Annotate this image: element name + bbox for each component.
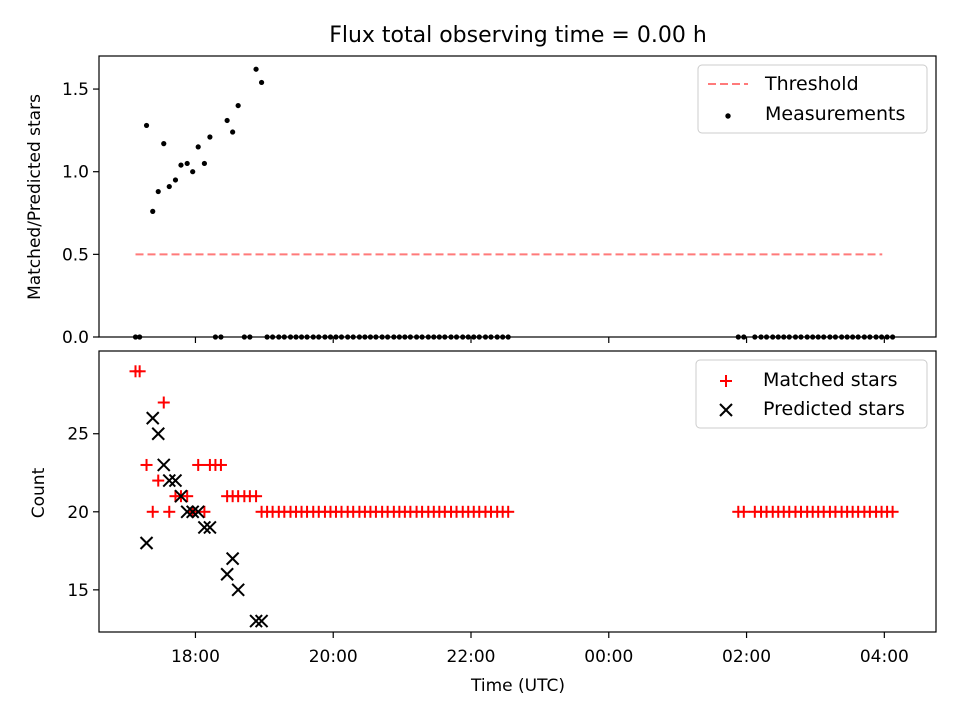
matched-star-point [152,474,165,487]
measurements-legend-label: Measurements [765,103,905,125]
matched-star-point [157,396,170,409]
predicted-star-point [180,505,194,519]
measurement-point [150,208,156,214]
top-axes-frame [98,55,937,338]
bottom-x-tick-label: 04:00 [860,647,909,667]
predicted-star-point [254,614,269,628]
predicted-star-point [151,427,165,441]
predicted-star-point [249,614,263,628]
predicted-star-point [157,458,171,472]
predicted-star-point [168,473,183,488]
bottom-ticks: 15 20 25 18:00 20:00 22:00 00:00 02:00 04:00 [67,425,908,667]
matched-legend-label: Matched stars [763,369,897,391]
predicted-legend-label: Predicted stars [763,398,905,420]
matched-star-point [181,490,194,503]
matched-star-point [140,458,153,471]
bottom-x-tick-label: 22:00 [447,647,496,667]
measurement-point [166,183,172,190]
bottom-panel: Count Time (UTC) 15 20 25 18:00 20:00 22:00 00… [29,350,937,696]
predicted-star-point [220,567,234,581]
predicted-legend-marker [719,403,733,417]
predicted-star-point [174,489,188,503]
bottom-x-axis-label: Time (UTC) [470,676,565,696]
measurement-point [195,144,201,150]
matched-star-point [146,505,159,518]
bottom-x-tick-label: 18:00 [171,647,220,667]
measurement-point [161,141,167,147]
bottom-y-tick-label: 25 [67,425,89,445]
matched-star-point [214,458,227,471]
bottom-x-tick-label: 20:00 [309,647,358,667]
bottom-x-tick-label: 02:00 [722,647,771,667]
top-y-axis-label: Matched/Predicted stars [25,94,45,300]
top-y-ticks: 0.0 0.5 1.0 1.5 [62,80,885,348]
matched-star-point [192,458,205,471]
matched-star-point [198,505,211,518]
measurement-point [224,117,230,124]
matched-star-point [737,505,750,518]
top-y-tick-label: 0.0 [62,328,89,348]
top-legend-box [697,64,928,134]
predicted-star-point [225,551,240,566]
bottom-y-tick-label: 15 [67,581,89,601]
measurement-point [258,79,265,86]
measurement-point [230,129,236,135]
predicted-star-point [162,473,176,488]
bottom-y-tick-label: 20 [67,503,89,523]
measurement-point [178,162,184,168]
predicted-star-point [139,536,154,550]
bottom-x-tick-label: 00:00 [584,647,633,667]
top-y-tick-label: 1.5 [62,80,89,100]
measurement-point [172,177,179,183]
measurement-point [201,160,207,167]
matched-stars-points [129,365,899,518]
measurement-point [207,134,213,140]
matched-legend-marker [720,375,732,387]
predicted-stars-points [139,411,269,628]
top-y-tick-label: 0.5 [62,245,89,265]
measurements-legend-marker [725,113,731,119]
matched-star-point [163,505,176,518]
measurement-point [235,102,241,109]
measurement-point [143,122,150,129]
predicted-star-point [185,505,200,519]
bottom-legend-box [695,359,928,429]
top-chart-title: Flux total observing time = 0.00 h [329,23,707,48]
matched-star-point [886,505,899,518]
bottom-axes-frame [98,350,937,633]
top-legend: Threshold Measurements [697,64,928,134]
top-y-tick-label: 1.0 [62,163,89,183]
bottom-y-axis-label: Count [29,467,49,518]
predicted-star-point [191,505,205,519]
threshold-legend-label: Threshold [764,73,859,95]
matched-star-point [133,365,146,378]
matched-star-point [250,490,263,503]
predicted-star-point [231,583,245,597]
predicted-star-point [203,520,217,535]
top-panel: Flux total observing time = 0.00 h Match… [25,23,937,348]
measurement-point [155,188,161,195]
predicted-star-point [197,520,212,535]
measurement-point [190,169,196,175]
bottom-legend: Matched stars Predicted stars [695,359,928,429]
predicted-star-point [146,411,160,425]
measurement-point [184,160,190,167]
measurement-point [253,66,259,72]
matched-star-point [502,505,515,518]
